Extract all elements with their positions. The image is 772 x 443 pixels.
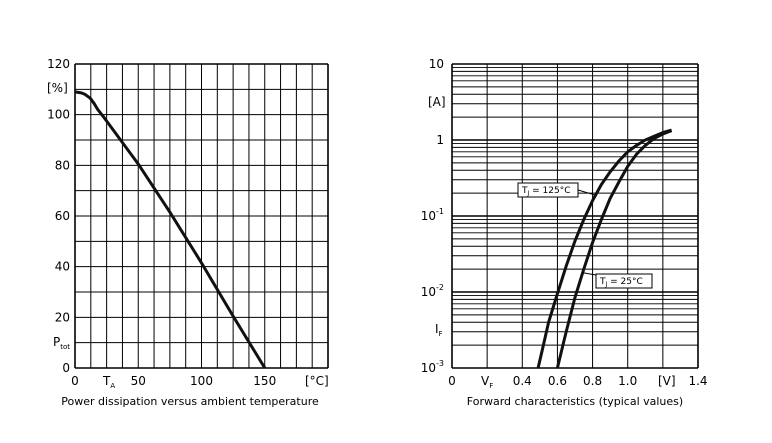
y-tick-label: 20	[55, 310, 70, 324]
x-axis-unit: [V]	[658, 374, 676, 388]
y-tick-label: 60	[55, 209, 70, 223]
y-tick-label: 10-2	[421, 283, 444, 299]
annotation-label: TJ = 25°C	[599, 277, 643, 288]
forward-curve-tj-25	[555, 129, 673, 369]
y-tick-label: 40	[55, 260, 70, 274]
x-axis-unit: [°C]	[305, 374, 329, 388]
y-tick-label: 80	[55, 158, 70, 172]
chart-caption: Forward characteristics (typical values)	[467, 395, 683, 408]
power-dissipation-chart: 0 20 40 60 80 100 120 0 50 100 150 [%] Ptot [°C] TA Pow…	[47, 57, 329, 408]
y-tick-label: 10-3	[421, 359, 444, 375]
x-tick-label: 150	[253, 374, 276, 388]
annotation-leader-line	[577, 189, 595, 196]
x-axis-marker-label: TA	[102, 374, 115, 390]
y-tick-label: 0	[62, 361, 70, 375]
x-tick-label: 50	[131, 374, 146, 388]
x-tick-label: 0.8	[583, 374, 602, 388]
annotation-box	[595, 273, 653, 289]
x-tick-label: 0.6	[548, 374, 567, 388]
y-tick-label: 100	[47, 108, 70, 122]
y-axis-label: Ptot	[53, 335, 70, 351]
x-tick-label: 0.4	[513, 374, 532, 388]
y-tick-label: 10-1	[421, 207, 444, 223]
y-tick-label: 120	[47, 57, 70, 71]
forward-curve-tj-125	[536, 128, 673, 369]
x-tick-label: 1.0	[618, 374, 637, 388]
y-axis-unit: [%]	[47, 81, 68, 95]
power-derating-curve	[74, 90, 267, 369]
x-tick-label: 0	[448, 374, 456, 388]
annotation-label: TJ = 125°C	[521, 186, 571, 197]
y-axis-unit: [A]	[428, 95, 446, 109]
x-tick-label: 0	[71, 374, 79, 388]
annotation-leader-line	[581, 272, 597, 276]
annotation-box	[517, 182, 579, 198]
y-tick-label: 1	[436, 133, 444, 147]
y-axis-label: IF	[435, 322, 443, 338]
x-tick-label: 100	[190, 374, 213, 388]
x-axis-marker-label: VF	[481, 374, 493, 390]
chart-caption: Power dissipation versus ambient tempera…	[61, 395, 319, 408]
x-tick-label: 1.4	[688, 374, 707, 388]
y-tick-label: 10	[429, 57, 444, 71]
forward-characteristics-chart: 10 1 10-1 10-2 10-3 0 0.4 0.6 0.8 1.0 1.4 [A] IF [V] V…	[421, 57, 708, 408]
